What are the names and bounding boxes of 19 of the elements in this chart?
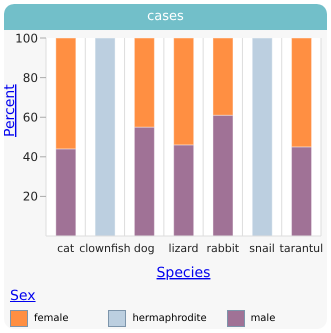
chart-title: cases xyxy=(4,4,327,30)
y-tick-label: 100 xyxy=(15,31,38,46)
legend-label: hermaphrodite xyxy=(132,313,207,324)
x-tick-label: lizard xyxy=(168,242,198,255)
legend-title: Sex xyxy=(10,288,37,304)
x-tick-label: tarantul xyxy=(280,242,324,255)
x-tick-label: cat xyxy=(57,242,75,255)
x-tick-label: snail xyxy=(249,242,275,255)
y-tick-label: 20 xyxy=(22,190,38,204)
x-axis-title: Species xyxy=(156,265,210,281)
legend-label: female xyxy=(34,313,68,324)
y-axis-title: Percent xyxy=(2,84,18,137)
y-tick-label: 80 xyxy=(22,70,38,85)
x-tick-label: clownfish xyxy=(79,242,131,255)
y-tick-label: 40 xyxy=(22,150,38,164)
x-tick-label: dog xyxy=(134,242,155,255)
x-tick-label: rabbit xyxy=(206,242,240,255)
legend-label: male xyxy=(250,313,276,324)
y-tick-label: 60 xyxy=(22,110,38,124)
